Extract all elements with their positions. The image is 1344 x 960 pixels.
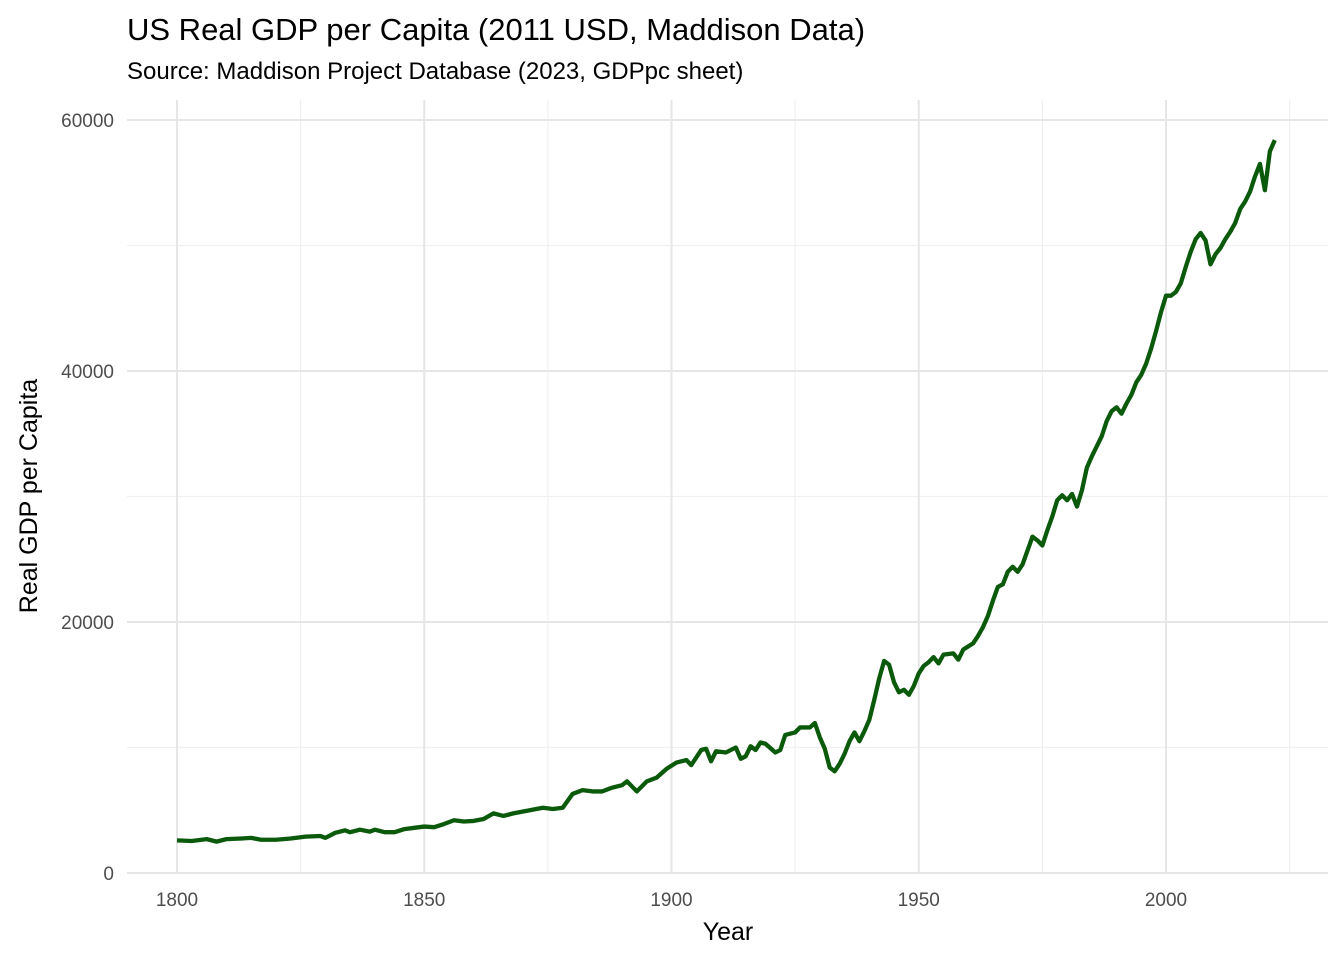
x-tick-label: 2000 xyxy=(1145,890,1187,911)
minor-gridlines xyxy=(127,100,1328,873)
y-tick-label: 60000 xyxy=(61,111,114,132)
y-tick-label: 0 xyxy=(103,864,114,885)
chart-subtitle: Source: Maddison Project Database (2023,… xyxy=(127,58,744,85)
y-tick-label: 20000 xyxy=(61,613,114,634)
chart-title: US Real GDP per Capita (2011 USD, Maddis… xyxy=(127,12,866,47)
x-axis-title: Year xyxy=(703,918,754,946)
x-axis-ticks: 1800 1850 1900 1950 2000 xyxy=(156,890,1187,911)
x-tick-label: 1900 xyxy=(650,890,692,911)
x-tick-label: 1950 xyxy=(898,890,940,911)
y-axis-ticks: 0 20000 40000 60000 xyxy=(61,111,114,885)
y-axis-title: Real GDP per Capita xyxy=(15,379,43,613)
series-layer xyxy=(176,139,1277,844)
y-tick-label: 40000 xyxy=(61,362,114,383)
x-tick-label: 1800 xyxy=(156,890,198,911)
x-tick-label: 1850 xyxy=(403,890,445,911)
major-gridlines xyxy=(127,100,1328,874)
series-line xyxy=(176,139,1277,844)
